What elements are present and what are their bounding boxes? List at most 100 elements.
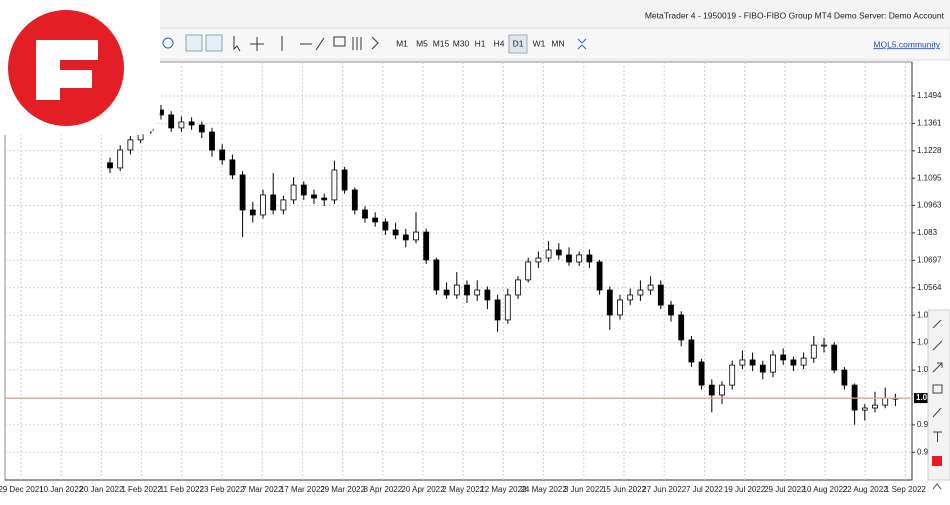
brush-tool[interactable] [932,407,942,418]
candle-body [831,344,838,371]
x-tick-label: 1 Feb 2022 [121,485,162,494]
candle-body [464,284,470,296]
candle-body [362,209,368,219]
window-title: MetaTrader 4 - 1950019 - FIBO-FIBO Group… [645,10,945,20]
candle-body [290,184,297,201]
candle-body [657,284,664,306]
fullscreen-icon[interactable] [577,38,587,50]
timeframe-button[interactable]: H4 [494,38,505,48]
arrow-tool[interactable] [932,362,943,373]
plot-bg [4,61,913,481]
x-tick-label: 10 Aug 2022 [803,485,848,494]
candle-body [494,299,501,321]
y-tick-label: 1.1494 [917,91,942,100]
x-tick-label: 27 Jun 2022 [642,485,687,494]
timeframe-button[interactable]: MN [551,38,564,48]
x-tick-label: 20 Jan 2022 [79,485,124,494]
candle-body [861,407,868,411]
candle-body [107,162,113,169]
candle-body [668,304,674,316]
side-toolbar [927,309,950,490]
x-tick-label: 24 May 2022 [520,485,567,494]
candle-body [678,314,685,341]
x-tick-label: 20 Apr 2022 [401,485,445,494]
candle-body [198,124,205,133]
candle-body [239,174,246,211]
x-tick-label: 17 Mar 2022 [280,485,325,494]
candle-body [484,289,491,301]
y-tick-label: 1.1095 [917,173,942,182]
y-tick-label: 1.0963 [917,201,942,210]
candle-body [219,149,226,161]
candle-body [331,169,338,201]
candle-body [810,344,817,359]
candle-body [423,231,430,261]
candle-body [535,257,542,263]
candle-body [178,121,185,129]
candle-body [117,149,124,169]
rect-tool[interactable] [932,384,943,394]
candle-body [800,357,807,366]
candle-body [637,289,644,296]
candle-body [453,284,460,296]
line-tool[interactable] [932,340,943,351]
y-tick-label: 1.1228 [917,146,942,155]
candle-body [729,364,736,386]
trendline-icon[interactable] [315,37,325,51]
toolbar-icons [162,34,587,54]
x-tick-label: 23 Feb 2022 [200,485,245,494]
candle-body [872,404,878,409]
shift-icon[interactable] [205,34,223,52]
pencil-tool[interactable] [932,319,942,329]
candle-body [127,139,134,151]
arrow-up-tool[interactable] [932,483,942,490]
timeframe-button[interactable]: M5 [416,38,428,48]
candle-body [566,254,572,263]
timeframe-button[interactable]: W1 [533,38,546,48]
y-tick-label: 1.0697 [917,255,942,264]
text-tool[interactable] [933,431,942,442]
candle-body [280,199,287,211]
candle-body [688,339,695,363]
y-tick-label: 0.9 [917,447,929,456]
cursor-icon[interactable] [233,36,241,52]
candle-body [402,234,409,241]
timeframe-button[interactable]: H1 [475,38,486,48]
candle-body [525,261,532,281]
timeframe-button[interactable]: M1 [396,38,408,48]
candle-body [882,397,889,406]
candle-body [586,254,593,263]
x-tick-label: 29 Mar 2022 [320,485,365,494]
active-tf-bg [508,34,528,54]
candle-body [821,344,827,347]
candle-body [188,121,195,126]
candle-body [647,284,654,291]
gann-icon[interactable] [371,36,379,50]
autoscroll-icon[interactable] [185,34,203,52]
y-tick-label: 0.9 [917,420,929,429]
candle-body [770,354,776,373]
y-tick-label: 1.083 [917,228,938,237]
text-icon[interactable] [333,36,346,47]
mql5-link[interactable]: MQL5.community [873,39,940,49]
candle-body [719,384,725,396]
candle-body [474,289,481,296]
candle-body [596,261,603,291]
timeframe-button[interactable]: D1 [513,38,524,48]
candle-body [617,299,623,316]
candle-body [392,229,399,236]
candle-body [515,279,521,296]
candle-body [341,169,348,191]
x-tick-label: 10 Jan 2022 [39,485,84,494]
candle-body [249,209,256,216]
timeframe-button[interactable]: M15 [433,38,450,48]
candle-body [780,354,787,361]
zoom-icon[interactable] [162,37,174,49]
crosshair-icon[interactable] [250,37,264,51]
color-tool[interactable] [932,456,942,466]
timeframe-button[interactable]: M30 [453,38,470,48]
candle-body [351,189,358,211]
fibo-icon[interactable] [352,37,362,50]
